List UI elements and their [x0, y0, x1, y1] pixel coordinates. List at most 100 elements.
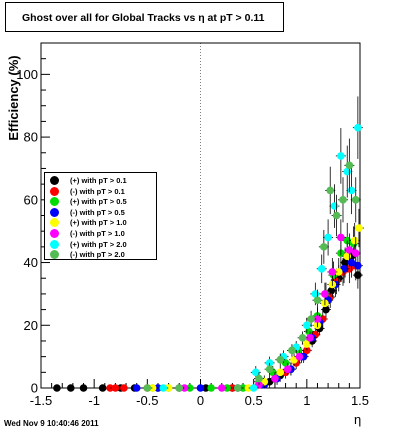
legend-marker — [50, 176, 59, 185]
data-point — [313, 296, 322, 304]
chart-title: Ghost over all for Global Tracks vs η at… — [22, 12, 265, 24]
legend-label: (-) with pT > 2.0 — [70, 250, 125, 260]
data-point — [228, 384, 237, 392]
data-point — [354, 123, 362, 132]
chart-title-box: Ghost over all for Global Tracks vs η at… — [5, 2, 284, 32]
legend-label: (+) with pT > 2.0 — [70, 239, 127, 249]
data-point — [337, 233, 345, 242]
x-tick-label: 0 — [197, 393, 204, 408]
data-point — [326, 186, 335, 195]
data-point — [355, 224, 363, 232]
x-tick-label: 1.5 — [351, 393, 369, 408]
data-point — [175, 384, 184, 392]
legend-entry: (+) with pT > 0.1 — [45, 176, 156, 186]
x-tick-label: -1.5 — [30, 393, 52, 408]
data-point — [154, 384, 162, 392]
data-point — [244, 384, 253, 392]
data-point — [223, 384, 231, 392]
data-point — [337, 152, 345, 160]
legend-marker — [50, 229, 59, 238]
data-point — [202, 384, 210, 392]
y-tick-label: 80 — [24, 130, 38, 145]
legend-entry: (-) with pT > 2.0 — [45, 250, 156, 260]
data-point — [283, 365, 292, 373]
y-tick-label: 0 — [31, 381, 38, 396]
legend-label: (-) with pT > 0.1 — [70, 186, 125, 196]
data-point — [334, 268, 343, 276]
data-point — [249, 384, 258, 392]
data-point — [111, 384, 120, 392]
data-point — [164, 384, 173, 392]
data-point — [276, 355, 285, 364]
data-point — [148, 384, 157, 392]
legend-label: (+) with pT > 1.0 — [70, 218, 127, 228]
series — [142, 138, 361, 392]
data-point — [196, 384, 205, 392]
data-point — [251, 368, 260, 377]
data-point — [186, 384, 194, 392]
data-point — [351, 249, 360, 257]
data-point — [321, 290, 329, 298]
timestamp-footer: Wed Nov 9 10:40:46 2011 — [4, 419, 99, 428]
legend-marker — [50, 207, 59, 217]
data-point — [217, 384, 226, 392]
legend-marker — [50, 250, 59, 260]
data-point — [345, 161, 354, 170]
y-axis-label: Efficiency (%) — [6, 55, 21, 140]
legend-entry: (-) with pT > 1.0 — [45, 229, 156, 239]
series — [179, 219, 361, 392]
data-point — [239, 384, 247, 392]
data-point — [324, 233, 332, 242]
data-point — [320, 243, 328, 251]
data-point — [328, 268, 337, 276]
data-point — [143, 384, 152, 392]
data-point — [66, 384, 75, 392]
data-point — [53, 384, 61, 392]
data-point — [351, 196, 360, 204]
data-point — [265, 365, 274, 373]
y-tick-label: 40 — [24, 255, 38, 270]
legend-label: (-) with pT > 0.5 — [70, 207, 125, 217]
data-point — [159, 384, 168, 392]
x-tick-label: -0.5 — [136, 393, 158, 408]
x-tick-label: 1 — [303, 393, 310, 408]
data-point — [276, 368, 285, 377]
data-point — [332, 211, 341, 220]
data-point — [180, 384, 189, 392]
x-tick-label: 0.5 — [245, 393, 263, 408]
series — [158, 96, 363, 392]
data-point — [303, 340, 311, 348]
legend-marker — [50, 197, 59, 207]
data-point — [120, 384, 128, 392]
legend-marker — [50, 218, 59, 228]
legend-entry: (-) with pT > 0.1 — [45, 186, 156, 197]
data-point — [132, 384, 141, 392]
data-point — [271, 374, 279, 383]
y-tick-label: 60 — [24, 192, 38, 207]
x-axis-label: η — [354, 412, 361, 427]
legend-label: (+) with pT > 0.5 — [70, 197, 127, 207]
data-point — [233, 384, 242, 392]
data-point — [354, 261, 362, 270]
data-point — [98, 384, 107, 392]
legend-marker — [50, 239, 59, 249]
data-point — [295, 352, 304, 361]
data-point — [307, 315, 315, 323]
y-tick-label: 20 — [24, 318, 38, 333]
data-marks — [51, 96, 364, 392]
data-point — [330, 202, 339, 210]
legend-label: (-) with pT > 1.0 — [70, 229, 125, 238]
data-point — [350, 236, 359, 245]
data-point — [339, 196, 347, 204]
legend-entry: (+) with pT > 0.5 — [45, 197, 156, 207]
data-point — [313, 315, 322, 323]
data-point — [106, 384, 114, 392]
data-point — [207, 384, 215, 392]
legend-label: (+) with pT > 0.1 — [70, 176, 127, 185]
data-point — [345, 246, 354, 254]
x-axis: -1.5 -1 -0.5 0 0.5 1 1.5 — [30, 379, 369, 408]
data-point — [303, 321, 311, 330]
y-axis: 0 20 40 60 80 100 — [16, 42, 50, 396]
legend-entry: (+) with pT > 2.0 — [45, 239, 156, 250]
